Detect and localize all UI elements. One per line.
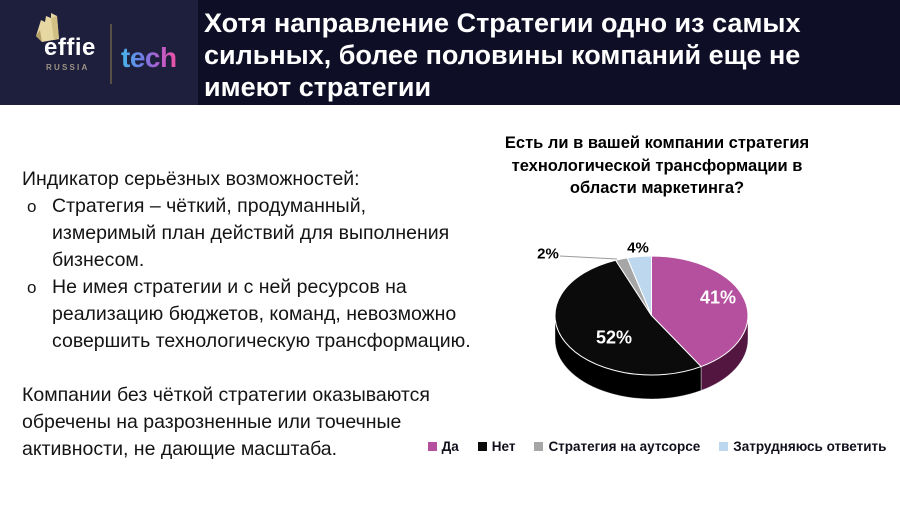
legend-item: Стратегия на аутсорсе [534, 439, 700, 454]
effie-russia-label: RUSSIA [46, 63, 90, 72]
conclusion-paragraph: Компании без чёткой стратегии оказываютс… [22, 384, 430, 460]
legend-swatch [477, 442, 487, 451]
pie-data-label: 52% [596, 327, 632, 347]
legend-item: Да [427, 439, 459, 454]
legend-label: Стратегия на аутсорсе [548, 439, 701, 454]
bullet-list: Стратегия – чёткий, продуманный, измерим… [22, 193, 474, 355]
chart-legend: Да Нет Стратегия на аутсорсе Затрудняюсь от… [422, 439, 892, 454]
effie-trophy-icon [36, 13, 59, 42]
legend-item: Нет [477, 439, 516, 454]
legend-swatch [427, 442, 437, 451]
tech-wordmark: tech [121, 42, 177, 73]
pie-data-label: 2% [537, 245, 559, 262]
pie-slice [554, 259, 702, 376]
effie-wordmark: effie [44, 34, 96, 61]
effie-logo: effie RUSSIA [28, 12, 112, 72]
legend-swatch [534, 442, 544, 451]
chart-title: Есть ли в вашей компании стратегия техно… [504, 134, 810, 197]
legend-label: Затрудняюсь ответить [733, 439, 887, 454]
pie-label-leader [559, 255, 618, 260]
indicator-heading: Индикатор серьёзных возможностей: [22, 168, 360, 190]
pie-slice [651, 255, 749, 368]
slide-title: Хотя направление Стратегии одно из самых… [204, 8, 801, 102]
legend-item: Затрудняюсь ответить [719, 439, 886, 454]
legend-swatch [719, 442, 729, 451]
logo-separator [110, 24, 112, 84]
left-text-panel: Индикатор серьёзных возможностей: Страте… [22, 166, 474, 463]
logo-block: effie RUSSIA tech [0, 0, 198, 105]
pie-data-label: 41% [700, 287, 736, 307]
header: effie RUSSIA tech Хотя направление Страт… [0, 0, 900, 105]
pie-data-label: 4% [627, 239, 649, 256]
pie-slice [626, 255, 652, 316]
bullet-item: Не имея стратегии и с ней ресурсов на ре… [22, 274, 474, 355]
bullet-item: Стратегия – чёткий, продуманный, измерим… [22, 193, 474, 274]
legend-label: Нет [491, 439, 516, 454]
legend-label: Да [441, 439, 459, 454]
